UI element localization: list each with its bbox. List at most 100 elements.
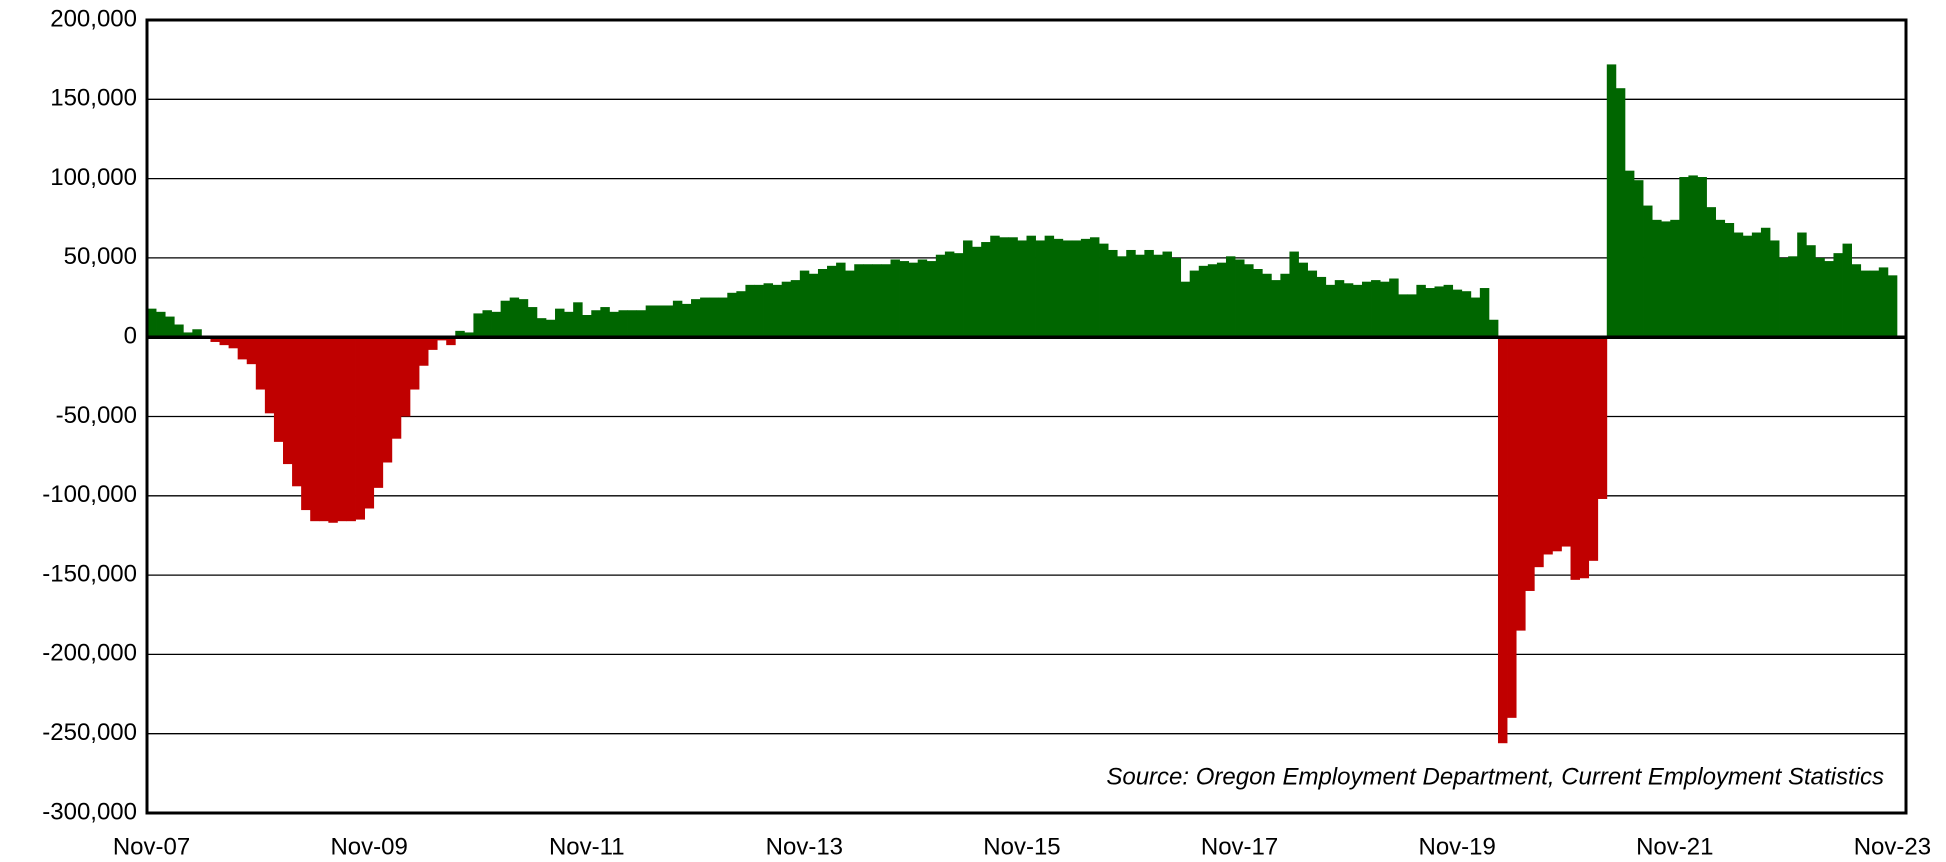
bar (1162, 251, 1172, 338)
y-tick-label: -200,000 (42, 640, 137, 667)
bar (301, 337, 311, 511)
bar (1343, 283, 1354, 338)
bar (935, 254, 946, 338)
bar (944, 251, 955, 338)
bar (273, 337, 284, 442)
bar (228, 337, 239, 349)
bar (500, 300, 511, 338)
bar (827, 265, 837, 338)
bar (1670, 219, 1680, 338)
bar (446, 337, 456, 346)
bar (618, 310, 628, 338)
bar (1017, 240, 1027, 338)
y-tick-label: -100,000 (42, 481, 137, 508)
source-note: Source: Oregon Employment Department, Cu… (1106, 763, 1884, 790)
bar (1643, 205, 1653, 338)
bar (1497, 337, 1508, 744)
bar (1507, 337, 1517, 718)
bar (1289, 251, 1299, 338)
bar (165, 316, 175, 338)
bar (1189, 270, 1200, 338)
y-tick-label: -300,000 (42, 798, 137, 825)
bar (1053, 238, 1064, 338)
x-tick-label: Nov-07 (113, 833, 190, 860)
bar (1307, 270, 1318, 338)
bar (672, 300, 683, 338)
bar (1144, 249, 1154, 338)
bar (790, 280, 801, 338)
bar (192, 329, 202, 338)
bar (555, 308, 565, 338)
y-tick-label: -50,000 (56, 402, 137, 429)
bar (328, 337, 338, 523)
bar (1887, 275, 1898, 338)
bar (373, 337, 384, 488)
plot-border (145, 18, 1908, 815)
bar (428, 337, 438, 350)
bar (364, 337, 375, 509)
bar (1715, 219, 1726, 338)
bar (355, 337, 366, 520)
bar (836, 262, 846, 338)
bar (591, 310, 601, 338)
bar (1126, 249, 1136, 338)
bar (1815, 257, 1825, 338)
bar (464, 332, 474, 338)
bar (1216, 262, 1227, 338)
bar (1298, 262, 1308, 338)
bar (1135, 254, 1145, 338)
bar (1733, 232, 1744, 338)
bar (527, 307, 538, 338)
bar (1688, 175, 1698, 338)
bar (1588, 337, 1599, 561)
bar (482, 310, 492, 338)
bar (1624, 170, 1635, 338)
bar (573, 302, 583, 338)
bar (1760, 227, 1771, 338)
bar (147, 308, 157, 338)
bar (183, 332, 193, 338)
bar (255, 337, 266, 390)
bar (473, 313, 483, 338)
bar (663, 305, 674, 338)
bar (1380, 281, 1390, 338)
bar (1606, 64, 1617, 338)
bar (1316, 276, 1327, 338)
x-tick-label: Nov-21 (1636, 833, 1713, 860)
bar (799, 270, 810, 338)
bar (727, 292, 737, 338)
bar (1661, 221, 1671, 338)
bar (691, 299, 701, 338)
bar (854, 264, 864, 338)
y-tick-label: 0 (124, 323, 137, 350)
x-tick-label: Nov-19 (1418, 833, 1495, 860)
bar (808, 273, 819, 338)
bar (491, 311, 502, 338)
bar (1008, 237, 1018, 338)
bar (1461, 291, 1472, 338)
bar (1198, 265, 1209, 338)
bar (609, 311, 619, 338)
bar (564, 311, 574, 338)
bar (1633, 180, 1644, 338)
bar (582, 314, 592, 338)
bar (264, 337, 275, 414)
bar (246, 337, 257, 365)
bar (1280, 273, 1290, 338)
bar (1724, 223, 1735, 338)
bar (627, 310, 638, 338)
bar (899, 261, 910, 338)
bar (1352, 284, 1363, 338)
bar (346, 337, 356, 522)
y-tick-label: -250,000 (42, 719, 137, 746)
bar (845, 270, 855, 338)
y-tick-label: -150,000 (42, 560, 137, 587)
bar (1434, 286, 1444, 338)
bar (1579, 337, 1590, 579)
y-tick-label: 150,000 (50, 85, 137, 112)
bar (1488, 319, 1499, 338)
bar (1534, 337, 1544, 568)
bar (1325, 284, 1336, 338)
